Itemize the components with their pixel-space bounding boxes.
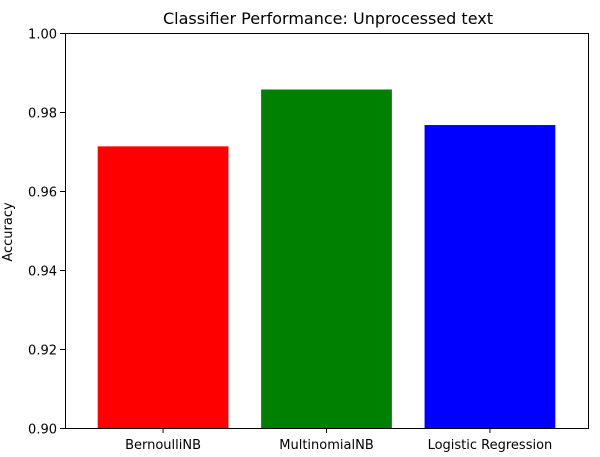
x-tick-label-bernoullinb: BernoulliNB <box>125 438 201 453</box>
x-tick-label-multinomialnb: MultinomialNB <box>279 438 373 453</box>
x-tick-label-logistic-regression: Logistic Regression <box>428 438 553 453</box>
y-tick-label: 0.96 <box>28 186 57 201</box>
y-tick-label: 1.00 <box>28 28 57 43</box>
y-axis-label: Accuracy <box>1 202 16 262</box>
x-ticks-group: BernoulliNB MultinomialNB Logistic Regress… <box>125 428 552 453</box>
y-ticks-group: 0.90 0.92 0.94 0.96 0.98 1.00 <box>28 28 65 438</box>
y-tick-label: 0.92 <box>28 344 57 359</box>
y-tick-label: 0.98 <box>28 107 57 122</box>
bar-bernoullinb <box>97 146 229 429</box>
bars-group <box>97 89 556 429</box>
plot-frame <box>65 33 589 429</box>
chart-title: Classifier Performance: Unprocessed text <box>163 9 493 28</box>
bar-logistic-regression <box>424 125 556 428</box>
y-tick-label: 0.94 <box>28 265 57 280</box>
bar-multinomialnb <box>261 89 392 429</box>
y-tick-label: 0.90 <box>28 423 57 438</box>
